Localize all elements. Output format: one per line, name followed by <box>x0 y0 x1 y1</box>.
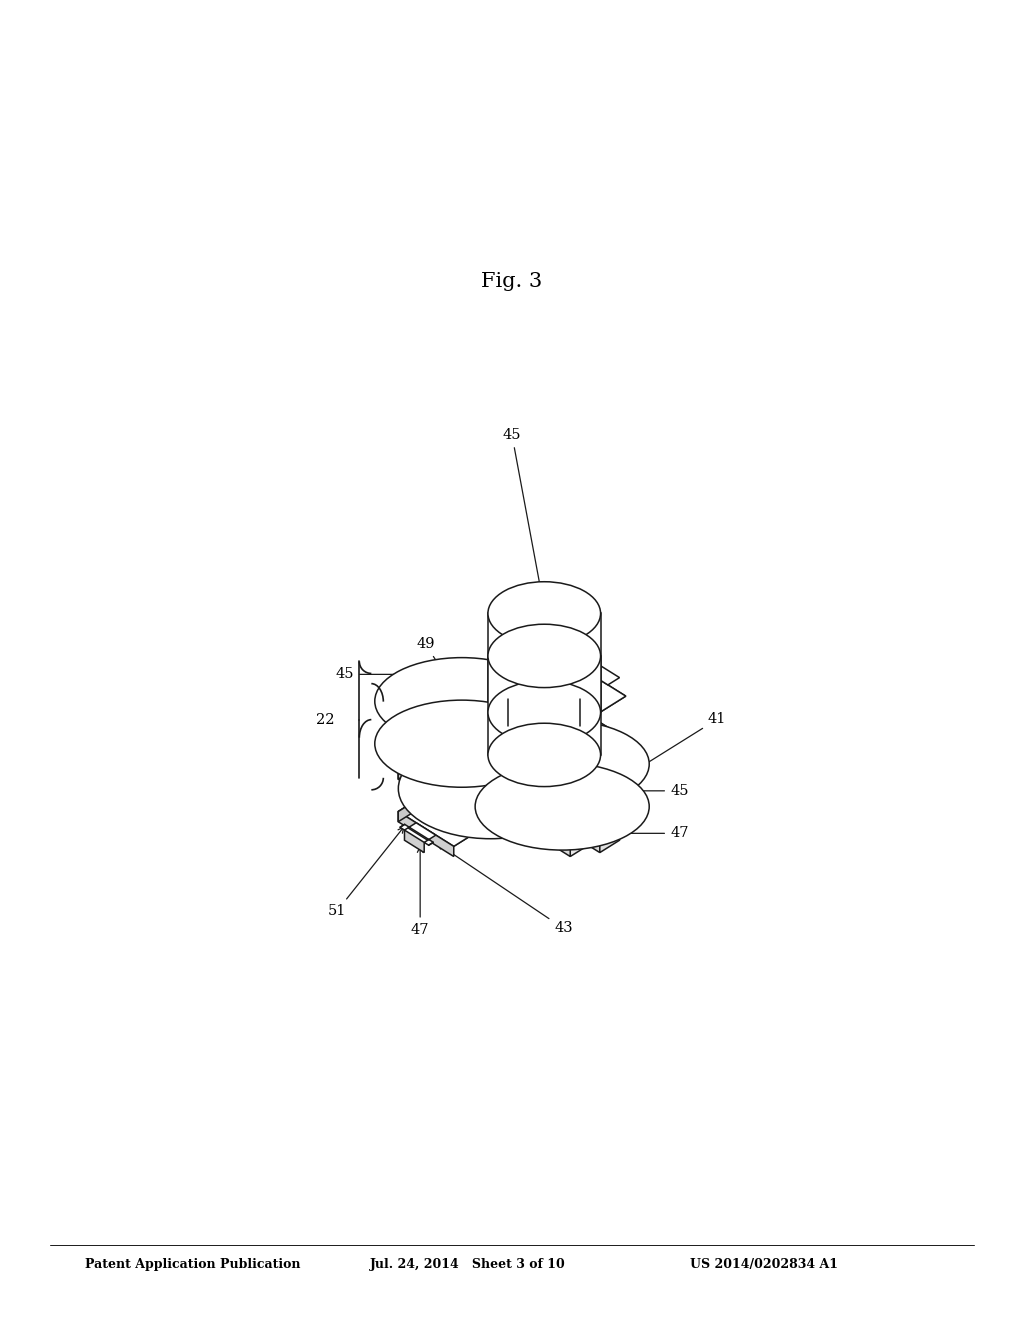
Polygon shape <box>600 788 620 810</box>
Polygon shape <box>512 810 570 857</box>
Ellipse shape <box>487 582 600 645</box>
Polygon shape <box>570 812 626 857</box>
Ellipse shape <box>475 763 649 850</box>
Polygon shape <box>501 734 596 820</box>
Ellipse shape <box>487 681 600 744</box>
Polygon shape <box>398 696 457 743</box>
Ellipse shape <box>375 700 549 787</box>
Text: 41: 41 <box>622 713 726 779</box>
Polygon shape <box>404 708 424 730</box>
Polygon shape <box>404 677 416 696</box>
Ellipse shape <box>398 738 583 838</box>
Polygon shape <box>398 812 454 857</box>
Polygon shape <box>398 775 457 822</box>
Polygon shape <box>404 830 424 853</box>
Ellipse shape <box>416 672 424 678</box>
Ellipse shape <box>398 696 583 796</box>
Polygon shape <box>588 665 620 685</box>
Ellipse shape <box>487 723 600 787</box>
Polygon shape <box>404 708 436 727</box>
Ellipse shape <box>416 714 424 721</box>
Polygon shape <box>487 656 600 755</box>
Text: 49: 49 <box>416 638 474 718</box>
Polygon shape <box>404 721 416 738</box>
Polygon shape <box>588 792 600 810</box>
Polygon shape <box>404 665 424 688</box>
Polygon shape <box>404 665 436 685</box>
Text: 51: 51 <box>328 828 403 917</box>
Polygon shape <box>454 767 512 814</box>
Polygon shape <box>398 704 454 748</box>
Polygon shape <box>400 822 436 845</box>
Polygon shape <box>398 661 454 706</box>
Text: 47: 47 <box>411 847 429 937</box>
Text: Jul. 24, 2014   Sheet 3 of 10: Jul. 24, 2014 Sheet 3 of 10 <box>370 1258 565 1271</box>
Polygon shape <box>398 739 457 785</box>
Polygon shape <box>428 731 523 751</box>
Polygon shape <box>398 770 454 814</box>
Text: 45: 45 <box>604 784 688 797</box>
Polygon shape <box>570 770 626 814</box>
Polygon shape <box>398 704 626 846</box>
Text: 45: 45 <box>503 428 545 605</box>
Polygon shape <box>512 767 570 814</box>
Polygon shape <box>588 836 600 853</box>
Text: 45: 45 <box>336 668 420 681</box>
Polygon shape <box>600 830 620 853</box>
Text: Patent Application Publication: Patent Application Publication <box>85 1258 300 1271</box>
Polygon shape <box>441 723 526 750</box>
Text: 47: 47 <box>604 826 688 841</box>
Ellipse shape <box>487 624 600 688</box>
Polygon shape <box>398 661 626 804</box>
Polygon shape <box>588 780 620 800</box>
Text: US 2014/0202834 A1: US 2014/0202834 A1 <box>690 1258 838 1271</box>
Text: 43: 43 <box>437 843 572 936</box>
Polygon shape <box>398 661 626 804</box>
Polygon shape <box>498 737 583 828</box>
Text: 22: 22 <box>315 713 334 726</box>
Polygon shape <box>398 704 626 846</box>
Ellipse shape <box>375 657 549 744</box>
Ellipse shape <box>600 829 608 836</box>
Ellipse shape <box>600 787 608 793</box>
Ellipse shape <box>475 721 649 808</box>
Polygon shape <box>487 614 600 713</box>
Polygon shape <box>398 733 457 779</box>
Polygon shape <box>588 822 620 842</box>
Text: Fig. 3: Fig. 3 <box>481 272 543 290</box>
